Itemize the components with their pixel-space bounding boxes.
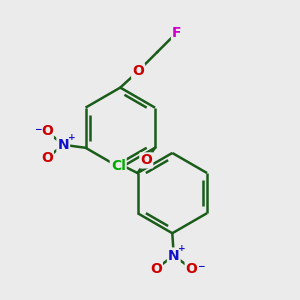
Text: N: N [168, 248, 180, 262]
Text: +: + [178, 244, 186, 253]
Text: −: − [34, 124, 42, 134]
Text: O: O [150, 262, 162, 276]
Text: N: N [57, 138, 69, 152]
Text: O: O [140, 153, 152, 167]
Text: Cl: Cl [111, 159, 126, 172]
Text: F: F [172, 26, 182, 40]
Text: O: O [41, 124, 53, 138]
Text: O: O [186, 262, 197, 276]
Text: −: − [197, 262, 204, 271]
Text: O: O [41, 151, 53, 165]
Text: O: O [132, 64, 144, 78]
Text: +: + [68, 133, 75, 142]
